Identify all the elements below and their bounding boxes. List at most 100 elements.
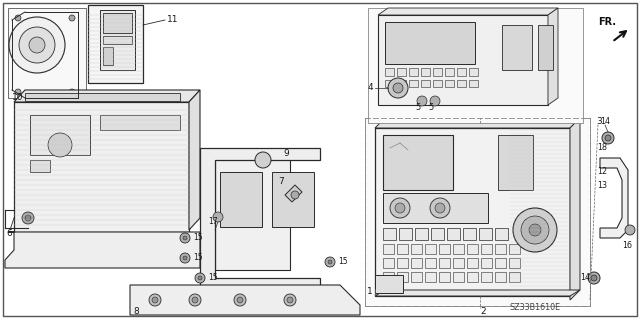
Bar [409,68,418,76]
Circle shape [395,203,405,213]
Bar [383,258,394,268]
Bar [439,258,450,268]
Circle shape [325,257,335,267]
Text: SZ33B1610E: SZ33B1610E [510,303,561,313]
Bar [397,80,406,87]
Text: 8: 8 [133,308,139,316]
Bar [425,272,436,282]
Bar [375,275,403,293]
Text: 16: 16 [622,241,632,249]
Bar [385,22,475,64]
Circle shape [435,203,445,213]
Bar [103,13,132,33]
Circle shape [198,276,202,280]
Bar [453,244,464,254]
Circle shape [15,15,21,21]
Text: 14: 14 [580,273,590,283]
Bar [439,272,450,282]
Circle shape [513,208,557,252]
Bar [425,258,436,268]
Text: 17: 17 [208,218,218,226]
Bar [453,272,464,282]
Polygon shape [375,118,580,128]
Text: 5: 5 [428,103,433,113]
Bar [469,80,478,87]
Circle shape [255,152,271,168]
Bar [397,68,406,76]
Polygon shape [295,290,305,310]
Circle shape [180,253,190,263]
Bar [498,135,533,190]
Circle shape [183,256,187,260]
Bar [457,80,466,87]
Bar [415,228,428,240]
Bar [383,244,394,254]
Circle shape [291,191,299,199]
Bar [425,244,436,254]
Bar [8,8,86,98]
Polygon shape [250,290,260,310]
Bar [421,68,430,76]
Bar [383,135,453,190]
Circle shape [521,216,549,244]
Bar [445,80,454,87]
Circle shape [69,15,75,21]
Bar [375,128,570,296]
Text: 7: 7 [278,177,284,187]
Bar [495,272,506,282]
Bar [411,272,422,282]
Bar [30,160,50,172]
Bar [383,272,394,282]
Circle shape [328,260,332,264]
Circle shape [588,272,600,284]
Bar [397,258,408,268]
Bar [467,258,478,268]
Circle shape [287,297,293,303]
Bar [100,115,180,130]
Bar [397,244,408,254]
Text: 11: 11 [167,16,179,25]
Circle shape [388,78,408,98]
Circle shape [189,294,201,306]
Circle shape [29,37,45,53]
Circle shape [152,297,158,303]
Bar [421,80,430,87]
Polygon shape [378,8,558,15]
Bar [399,228,412,240]
Text: 5: 5 [415,103,420,113]
Circle shape [15,89,21,95]
Bar [445,68,454,76]
Text: 15: 15 [338,257,348,266]
Bar [30,115,90,155]
Text: FR.: FR. [598,17,616,27]
Text: 1: 1 [367,286,372,295]
Bar [25,93,180,101]
Text: 4: 4 [368,84,374,93]
Bar [397,272,408,282]
Bar [100,10,135,70]
Bar [457,68,466,76]
Polygon shape [220,290,230,310]
Polygon shape [205,290,215,310]
Circle shape [390,198,410,218]
Bar [365,118,590,306]
Text: 13: 13 [597,181,607,189]
Polygon shape [570,118,580,300]
Polygon shape [215,155,290,270]
Text: 12: 12 [597,167,607,176]
Polygon shape [310,290,320,310]
Circle shape [591,275,597,281]
Bar [385,68,394,76]
Circle shape [625,225,635,235]
Bar [469,68,478,76]
Circle shape [213,212,223,222]
Polygon shape [280,290,290,310]
Circle shape [22,212,34,224]
Circle shape [284,294,296,306]
Bar [509,272,520,282]
Bar [481,258,492,268]
Bar [495,228,508,240]
Circle shape [183,236,187,240]
Text: 2: 2 [480,307,486,315]
Text: 10: 10 [12,93,24,101]
